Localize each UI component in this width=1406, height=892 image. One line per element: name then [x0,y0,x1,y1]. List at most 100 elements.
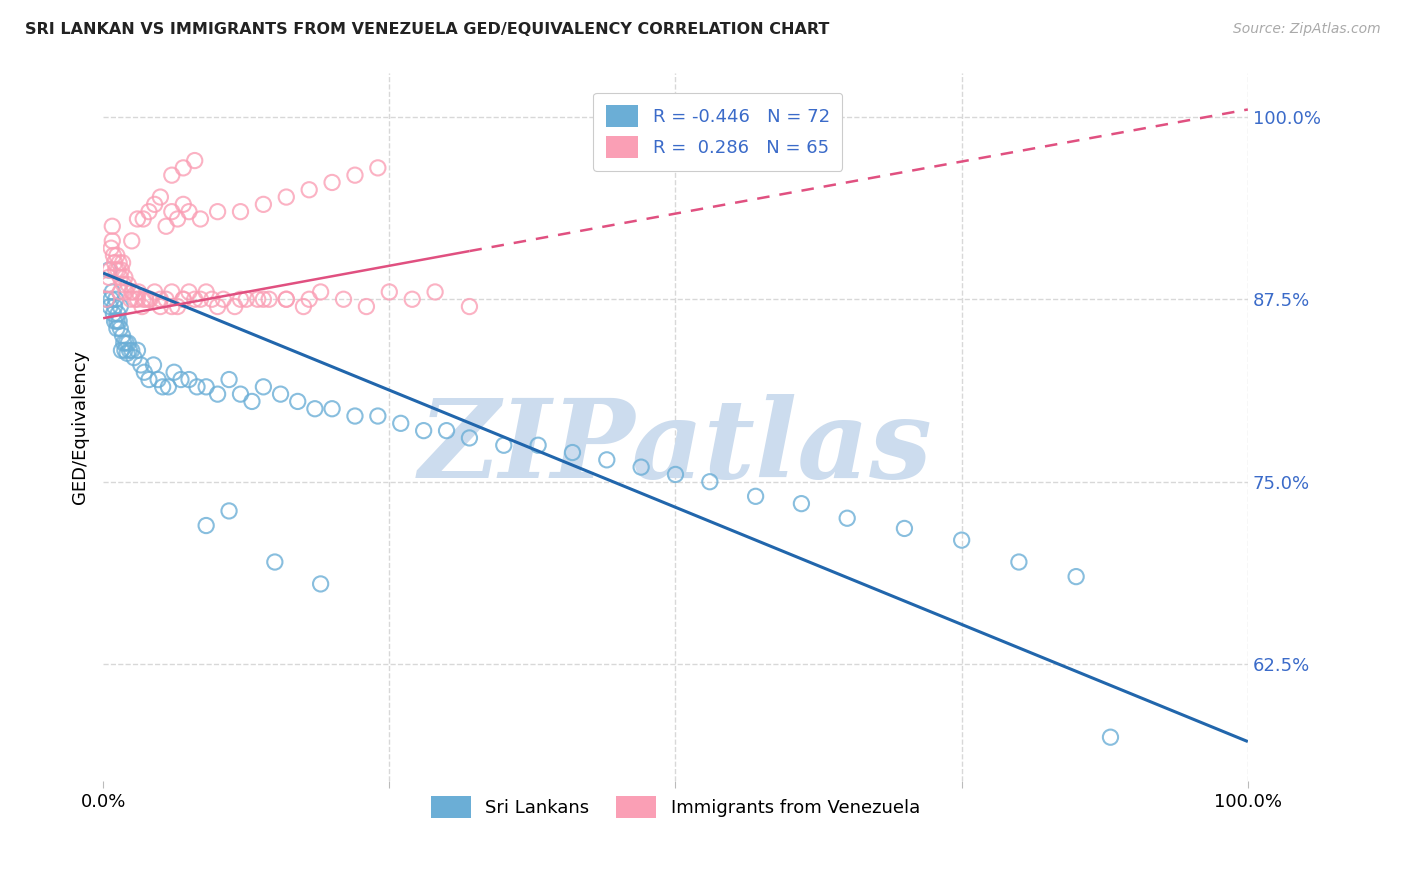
Point [111,328,134,343]
Point [252,197,274,211]
Point [157,380,180,394]
Point [105,314,128,328]
Point [298,183,321,197]
Point [155,292,177,306]
Point [321,176,343,190]
Point [105,321,128,335]
Point [120,292,142,306]
Point [122,285,145,299]
Point [837,511,859,525]
Point [412,424,434,438]
Point [108,256,131,270]
Point [367,409,389,423]
Point [177,285,200,299]
Point [309,285,332,299]
Point [108,314,131,328]
Point [115,346,138,360]
Point [143,285,166,299]
Point [276,292,298,306]
Point [229,204,252,219]
Point [100,241,122,255]
Point [343,409,366,423]
Point [160,285,183,299]
Point [321,401,343,416]
Point [127,211,149,226]
Point [436,424,458,438]
Point [97,277,120,292]
Point [183,153,205,168]
Y-axis label: GED/Equivalency: GED/Equivalency [72,350,89,504]
Point [172,292,194,306]
Point [112,336,135,351]
Point [309,577,332,591]
Point [630,460,652,475]
Point [101,219,124,234]
Point [138,204,160,219]
Point [103,248,125,262]
Point [112,277,135,292]
Point [149,292,172,306]
Point [166,300,188,314]
Point [252,380,274,394]
Point [103,300,125,314]
Point [117,336,139,351]
Point [149,190,172,204]
Point [97,263,120,277]
Point [664,467,686,482]
Point [98,300,121,314]
Point [107,307,129,321]
Point [177,204,200,219]
Point [138,372,160,386]
Point [270,387,292,401]
Point [115,285,138,299]
Point [160,168,183,182]
Point [146,372,169,386]
Point [183,292,205,306]
Point [263,555,285,569]
Point [96,292,118,306]
Point [367,161,389,175]
Point [195,380,218,394]
Point [127,292,149,306]
Point [96,292,118,306]
Point [110,285,132,299]
Point [332,292,354,306]
Point [699,475,721,489]
Point [152,380,174,394]
Text: Source: ZipAtlas.com: Source: ZipAtlas.com [1233,22,1381,37]
Point [218,504,240,518]
Point [235,292,257,306]
Point [131,300,153,314]
Point [186,380,208,394]
Point [527,438,550,452]
Point [304,401,326,416]
Point [117,277,139,292]
Point [190,292,212,306]
Point [177,372,200,386]
Point [110,321,132,335]
Legend: Sri Lankans, Immigrants from Venezuela: Sri Lankans, Immigrants from Venezuela [423,789,927,825]
Point [276,292,298,306]
Point [790,497,813,511]
Point [276,190,298,204]
Point [356,300,378,314]
Point [343,168,366,182]
Point [114,343,136,358]
Point [105,248,128,262]
Point [744,489,766,503]
Point [110,270,132,285]
Point [190,211,212,226]
Point [111,256,134,270]
Point [155,219,177,234]
Point [121,343,143,358]
Point [195,518,218,533]
Point [1008,555,1031,569]
Point [292,300,315,314]
Point [127,343,149,358]
Point [143,197,166,211]
Point [100,292,122,306]
Point [458,431,481,445]
Point [160,300,183,314]
Point [172,292,194,306]
Point [104,263,127,277]
